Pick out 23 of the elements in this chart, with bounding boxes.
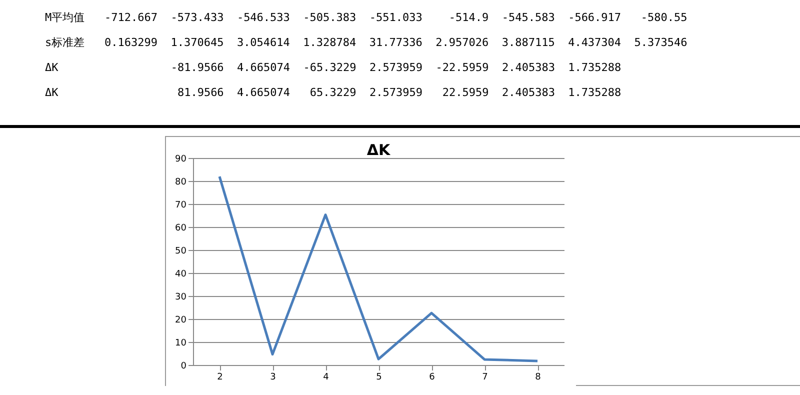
x-tick-label: 6 <box>429 372 436 382</box>
x-tick-label: 7 <box>482 372 488 382</box>
y-tick-label: 80 <box>175 178 187 188</box>
x-tick-label: 5 <box>376 372 382 382</box>
y-tick-label: 0 <box>180 362 187 372</box>
y-tick-label: 30 <box>175 292 187 302</box>
y-tick-label: 10 <box>175 338 187 348</box>
y-tick-label: 70 <box>175 200 187 210</box>
text: ΔK 81.9566 4.665074 65.3229 2.573959 22.5959 2.405383 1.735288 <box>45 85 622 100</box>
y-tick-label: 90 <box>175 154 187 164</box>
text: s标准差 0.163299 1.370645 3.054614 1.328784 31.77336 2.957026 3.887115 4.437304 5.373546 <box>45 35 688 50</box>
x-tick-label: 3 <box>270 372 276 382</box>
line-series <box>218 175 539 362</box>
x-tick-label: 8 <box>535 372 542 382</box>
y-tick-label: 40 <box>175 270 187 280</box>
text: M平均值 -712.667 -573.433 -546.533 -505.383 -551.033 -514.9 -545.583 -566.917 -580.55 <box>45 10 688 25</box>
x-tick-label: 4 <box>323 372 330 382</box>
y-tick-label: 60 <box>175 224 187 234</box>
y-tick-label: 50 <box>175 246 187 256</box>
x-tick-label: 2 <box>217 372 223 382</box>
chart-title: ΔK <box>366 141 392 159</box>
y-tick-label: 20 <box>175 316 187 326</box>
text: ΔK -81.9566 4.665074 -65.3229 2.573959 -22.5959 2.405383 1.735288 <box>45 60 622 75</box>
